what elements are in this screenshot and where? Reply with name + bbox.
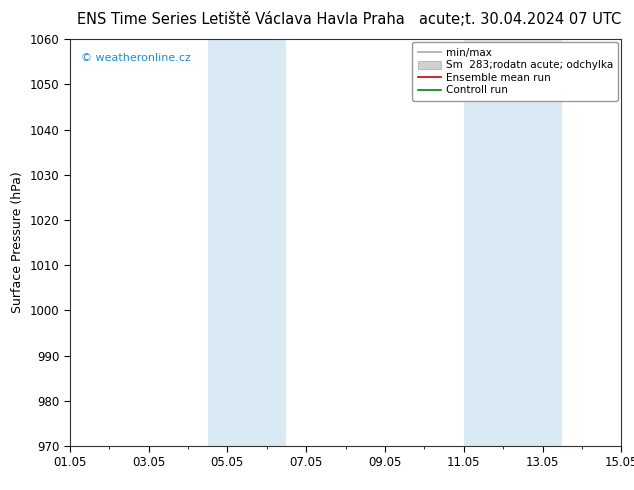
Bar (207, 39, 287, 446)
Legend: min/max, Sm  283;rodatn acute; odchylka, Ensemble mean run, Controll run: min/max, Sm 283;rodatn acute; odchylka, … (412, 42, 618, 100)
Text: © weatheronline.cz: © weatheronline.cz (81, 53, 191, 63)
Y-axis label: Surface Pressure (hPa): Surface Pressure (hPa) (11, 172, 24, 314)
Text: acute;t. 30.04.2024 07 UTC: acute;t. 30.04.2024 07 UTC (419, 12, 621, 27)
Bar (463, 39, 562, 446)
Text: ENS Time Series Letiště Václava Havla Praha: ENS Time Series Letiště Václava Havla Pr… (77, 12, 404, 27)
